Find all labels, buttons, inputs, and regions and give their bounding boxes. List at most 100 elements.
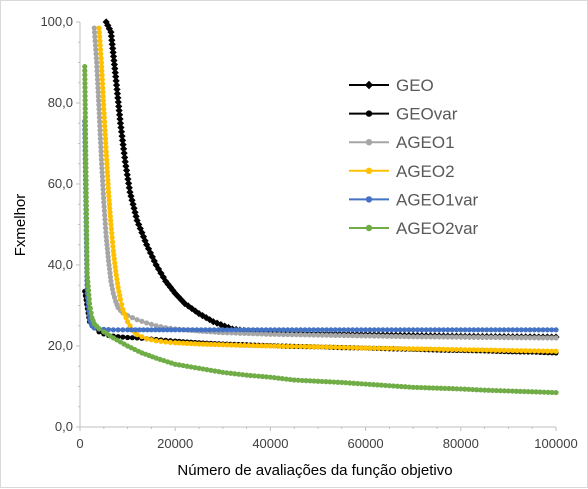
data-point-ageo2 [112, 260, 118, 266]
data-point-ageo1var [549, 327, 555, 333]
data-point-ageo2var [533, 389, 539, 395]
data-point-ageo2 [254, 343, 261, 349]
data-point-ageo2var [82, 68, 88, 74]
data-point-ageo1var [492, 327, 499, 333]
data-point-ageo2 [479, 347, 486, 353]
data-point-ageo1var [306, 327, 312, 333]
data-point-ageo2var [271, 375, 277, 381]
data-point-ageo2 [492, 347, 499, 353]
data-point-ageo1var [140, 327, 147, 333]
data-point-ageo2 [121, 311, 128, 317]
data-point-ageo2var [279, 376, 285, 382]
data-point-ageo1 [337, 332, 343, 339]
data-point-geo [157, 269, 165, 277]
data-point-ageo2 [501, 347, 507, 353]
data-point-ageo2 [110, 248, 116, 254]
data-point-ageo1var [160, 327, 166, 333]
data-point-ageo2 [110, 243, 116, 250]
data-point-geo [111, 69, 119, 77]
data-point-ageo1var [319, 327, 325, 333]
data-point-ageo1var [388, 327, 395, 333]
data-point-ageo1 [254, 331, 261, 337]
data-point-ageo2var [84, 262, 90, 268]
data-point-ageo1 [527, 335, 533, 341]
data-point-ageo2 [445, 346, 451, 353]
data-point-ageo2 [196, 341, 202, 347]
plot-lines [82, 18, 560, 396]
data-point-ageo2 [212, 341, 218, 348]
data-point-ageo2var [299, 377, 305, 384]
data-point-ageo1 [397, 333, 403, 340]
data-point-ageo1 [93, 46, 99, 53]
data-point-ageo1 [94, 59, 100, 66]
data-point-ageo1 [501, 334, 507, 341]
data-point-ageo2 [108, 217, 114, 224]
data-point-ageo1 [102, 216, 108, 223]
data-point-ageo2 [96, 25, 102, 31]
legend-label-ageo2: AGEO2 [396, 162, 455, 181]
data-point-ageo2var [466, 386, 472, 392]
data-point-ageo1var [458, 327, 464, 333]
data-point-ageo2var [541, 389, 547, 395]
data-point-ageo2 [458, 347, 464, 353]
x-axis-title: Número de avaliações da função objetivo [177, 462, 452, 479]
data-point-ageo1 [98, 144, 104, 150]
data-point-ageo1 [153, 323, 159, 329]
data-point-ageo2var [474, 387, 480, 393]
data-point-ageo2 [208, 341, 214, 347]
data-point-ageo1 [350, 333, 356, 339]
data-point-ageo1var [128, 327, 135, 333]
data-point-ageo2 [176, 340, 182, 346]
data-point-ageo2var [374, 382, 381, 388]
data-point-ageo2 [114, 276, 120, 282]
data-point-geo [112, 77, 120, 85]
data-point-ageo2var [426, 385, 432, 391]
data-point-ageo2 [100, 102, 107, 108]
data-point-ageo2 [406, 346, 412, 352]
legend-marker-ageo2var [365, 224, 373, 232]
data-point-ageo1var [462, 327, 468, 333]
data-point-ageo1 [293, 332, 299, 338]
data-point-ageo1 [367, 333, 373, 339]
data-point-ageo2 [98, 55, 104, 61]
data-point-ageo2var [513, 388, 519, 394]
data-point-ageo2 [97, 34, 103, 40]
data-point-ageo1var [427, 327, 434, 333]
data-point-ageo1 [108, 278, 114, 284]
data-point-ageo1 [109, 282, 115, 288]
data-point-ageo1var [198, 327, 204, 333]
data-point-ageo1 [97, 119, 103, 125]
data-point-ageo2var [236, 371, 242, 377]
data-point-ageo2 [449, 346, 455, 353]
data-point-ageo2 [97, 38, 103, 44]
data-point-ageo2var [478, 387, 484, 393]
data-point-ageo2var [196, 365, 202, 371]
data-point-ageo1 [401, 333, 408, 340]
data-point-ageo2 [237, 342, 243, 348]
data-point-ageo1var [241, 327, 248, 333]
data-point-ageo1var [233, 327, 239, 333]
data-point-ageo1 [354, 333, 360, 339]
y-axis-title: Fxmelhor [12, 194, 29, 257]
data-point-geo [116, 119, 125, 127]
data-point-ageo1 [549, 335, 555, 341]
data-point-ageo2 [108, 226, 114, 232]
data-point-ageo2var [509, 388, 515, 394]
legend-marker-ageo2 [365, 167, 373, 174]
data-point-ageo1var [148, 327, 154, 333]
data-point-ageo2 [102, 131, 108, 138]
data-point-ageo2var [84, 232, 90, 238]
data-point-ageo2var [184, 363, 190, 369]
data-point-ageo2 [107, 213, 113, 219]
data-point-ageo2var [200, 366, 206, 372]
data-point-ageo1var [211, 327, 217, 333]
data-point-ageo2var [525, 389, 531, 395]
data-point-ageo2var [247, 372, 254, 379]
data-point-ageo2 [104, 165, 110, 171]
data-point-ageo1 [419, 334, 425, 340]
data-point-ageo1var [540, 327, 546, 333]
data-point-ageo1 [518, 335, 524, 341]
data-point-ageo2 [518, 348, 524, 354]
data-point-ageo2var [291, 377, 297, 383]
data-point-ageo2var [275, 375, 281, 381]
